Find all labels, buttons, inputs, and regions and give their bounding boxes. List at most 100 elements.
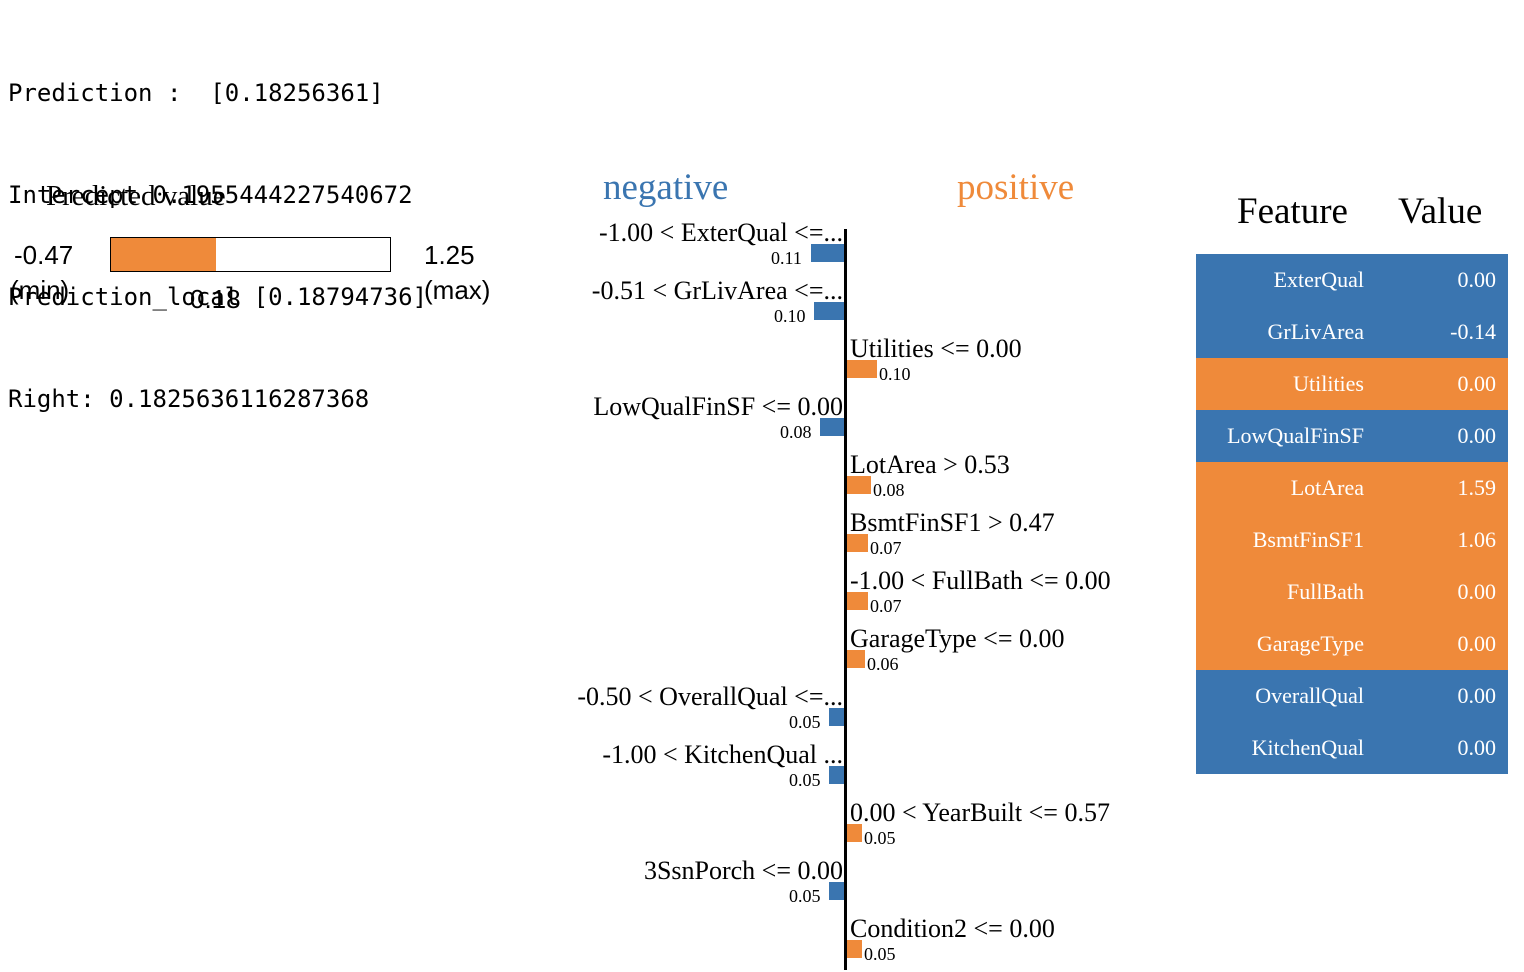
zero-axis (844, 229, 847, 970)
feature-value: 1.59 (1457, 475, 1497, 500)
feature-name: ExterQual (1273, 267, 1364, 292)
weight-bar (820, 418, 844, 436)
condition-label: Utilities <= 0.00 (850, 334, 1022, 363)
weight-bar (829, 882, 844, 900)
weight-bar (847, 476, 871, 494)
feature-table-row: GarageType 0.00 (1196, 618, 1508, 670)
weight-label: 0.05 (789, 712, 821, 732)
predicted-value-bar (110, 237, 391, 272)
feature-name: GrLivArea (1267, 319, 1364, 344)
explanation-row: LotArea > 0.53 0.08 (0, 450, 1180, 508)
feature-value: 0.00 (1457, 735, 1497, 760)
weight-bar (847, 940, 862, 958)
feature-value: 0.00 (1457, 683, 1497, 708)
weight-label: 0.08 (780, 422, 812, 442)
condition-label: -0.50 < OverallQual <=... (577, 682, 843, 711)
weight-label: 0.05 (789, 886, 821, 906)
explanation-row: -0.51 < GrLivArea <=... 0.10 (0, 276, 1180, 334)
weight-bar (814, 302, 844, 320)
explanation-row: -1.00 < FullBath <= 0.00 0.07 (0, 566, 1180, 624)
condition-label: -1.00 < KitchenQual ... (602, 740, 843, 769)
condition-label: 3SsnPorch <= 0.00 (643, 856, 843, 885)
condition-label: 0.00 < YearBuilt <= 0.57 (850, 798, 1110, 827)
feature-value: 0.00 (1457, 371, 1497, 396)
explanation-row: LowQualFinSF <= 0.00 0.08 (0, 392, 1180, 450)
negative-heading: negative (603, 167, 729, 208)
weight-label: 0.11 (771, 248, 802, 268)
console-line: Intercept 0.1955444227540672 (8, 181, 413, 209)
feature-table-row: LowQualFinSF 0.00 (1196, 410, 1508, 462)
feature-table-row: ExterQual 0.00 (1196, 254, 1508, 306)
condition-label: -0.51 < GrLivArea <=... (591, 276, 843, 305)
feature-column-header: Feature (1237, 191, 1348, 232)
feature-name: BsmtFinSF1 (1252, 527, 1364, 552)
weight-label: 0.07 (870, 596, 902, 616)
feature-name: Utilities (1293, 371, 1364, 396)
explanation-row: -0.50 < OverallQual <=... 0.05 (0, 682, 1180, 740)
weight-label: 0.07 (870, 538, 902, 558)
weight-label: 0.10 (774, 306, 806, 326)
weight-bar (829, 766, 844, 784)
weight-label: 0.08 (873, 480, 905, 500)
feature-table-row: KitchenQual 0.00 (1196, 722, 1508, 774)
predicted-max-value: 1.25 (424, 240, 475, 270)
feature-table-row: BsmtFinSF1 1.06 (1196, 514, 1508, 566)
weight-bar (847, 360, 877, 378)
feature-value-table: ExterQual 0.00 GrLivArea -0.14 Utilities 0.00… (1196, 254, 1508, 774)
condition-label: -1.00 < FullBath <= 0.00 (850, 566, 1111, 595)
console-line: Right: 0.1825636116287368 (8, 385, 370, 413)
explanation-row: Condition2 <= 0.00 0.05 (0, 914, 1180, 972)
predicted-max-label: (max) (424, 275, 491, 305)
weight-bar (847, 824, 862, 842)
condition-label: Condition2 <= 0.00 (850, 914, 1055, 943)
feature-name: LowQualFinSF (1227, 423, 1364, 448)
weight-bar (847, 650, 865, 668)
feature-table-row: LotArea 1.59 (1196, 462, 1508, 514)
explanation-row: BsmtFinSF1 > 0.47 0.07 (0, 508, 1180, 566)
feature-name: FullBath (1286, 579, 1364, 604)
weight-bar (847, 592, 868, 610)
explanation-row: -1.00 < KitchenQual ... 0.05 (0, 740, 1180, 798)
feature-name: LotArea (1290, 475, 1364, 500)
weight-bar (811, 244, 844, 262)
predicted-value-title: Predicted value (46, 180, 226, 212)
feature-table-row: GrLivArea -0.14 (1196, 306, 1508, 358)
predicted-value-fill (111, 238, 217, 271)
feature-value: -0.14 (1450, 319, 1496, 344)
predicted-value-number: 0.18 (190, 284, 241, 314)
feature-value: 0.00 (1457, 631, 1497, 656)
feature-name: OverallQual (1255, 683, 1364, 708)
predicted-min-value: -0.47 (14, 240, 74, 270)
condition-label: LowQualFinSF <= 0.00 (593, 392, 843, 421)
condition-label: LotArea > 0.53 (850, 450, 1010, 479)
feature-value: 0.00 (1457, 267, 1497, 292)
feature-value: 0.00 (1457, 579, 1497, 604)
weight-label: 0.05 (864, 944, 896, 964)
condition-label: GarageType <= 0.00 (850, 624, 1065, 653)
feature-value: 0.00 (1457, 423, 1497, 448)
weight-bar (829, 708, 844, 726)
explanation-row: Utilities <= 0.00 0.10 (0, 334, 1180, 392)
weight-label: 0.06 (867, 654, 899, 674)
predicted-min-label: (min) (10, 275, 70, 305)
positive-heading: positive (957, 167, 1075, 208)
explanation-row: 3SsnPorch <= 0.00 0.05 (0, 856, 1180, 914)
condition-label: -1.00 < ExterQual <=... (599, 218, 843, 247)
feature-table-row: OverallQual 0.00 (1196, 670, 1508, 722)
feature-name: GarageType (1256, 631, 1364, 656)
weight-label: 0.05 (789, 770, 821, 790)
explanation-row: 0.00 < YearBuilt <= 0.57 0.05 (0, 798, 1180, 856)
console-output: Prediction : [0.18256361] Intercept 0.19… (8, 8, 427, 450)
condition-label: BsmtFinSF1 > 0.47 (850, 508, 1055, 537)
console-line: Prediction : [0.18256361] (8, 79, 384, 107)
console-line: Prediction_local [0.18794736] (8, 283, 428, 311)
feature-value: 1.06 (1457, 527, 1497, 552)
feature-name: KitchenQual (1251, 735, 1364, 760)
feature-table-row: FullBath 0.00 (1196, 566, 1508, 618)
feature-table-row: Utilities 0.00 (1196, 358, 1508, 410)
weight-label: 0.10 (879, 364, 911, 384)
value-column-header: Value (1398, 191, 1483, 232)
weight-label: 0.05 (864, 828, 896, 848)
weight-bar (847, 534, 868, 552)
explanation-row: -1.00 < ExterQual <=... 0.11 (0, 218, 1180, 276)
